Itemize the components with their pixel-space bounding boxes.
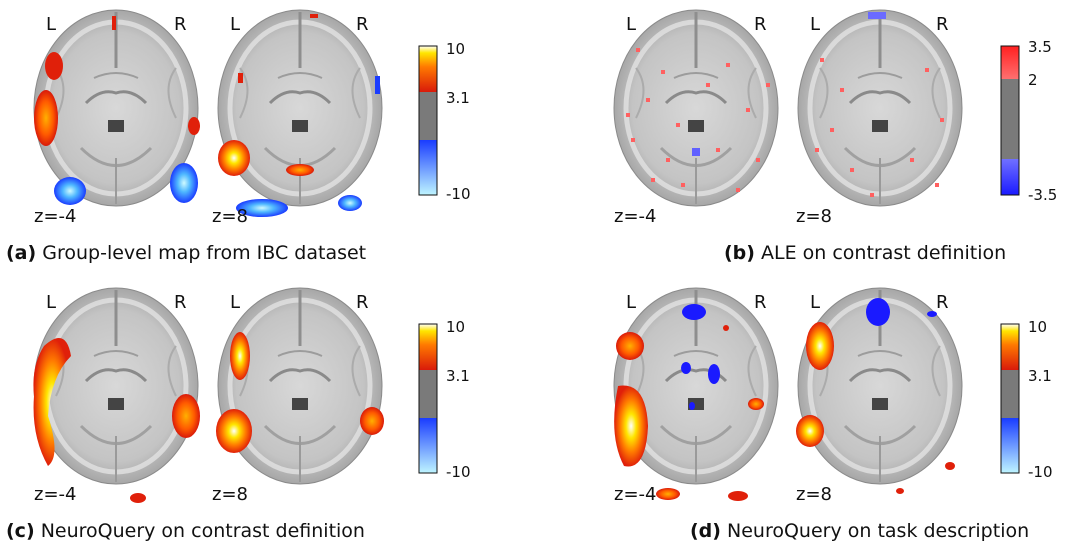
brain-slice-z-minus-4 <box>614 10 778 206</box>
left-hemisphere-label-c2: L <box>230 292 241 313</box>
caption-tag-d: (d) <box>690 520 721 542</box>
right-hemisphere-label-a1: R <box>174 14 187 35</box>
slice-label-b1: z=-4 <box>614 206 657 227</box>
left-hemisphere-label-a1: L <box>46 14 57 35</box>
brain-slices-a <box>0 0 420 217</box>
brain-slices-d <box>540 278 962 501</box>
caption-tag-a: (a) <box>6 242 37 264</box>
caption-a: (a) Group-level map from IBC dataset <box>6 242 366 264</box>
right-hemisphere-label-b1: R <box>754 14 767 35</box>
brain-slice-z-8 <box>796 288 962 494</box>
colorbar-tick-max-c: 10 <box>446 318 466 336</box>
panel-b: L R L R z=-4 z=8 3.5 2 -3.5 (b) ALE on c… <box>540 0 1070 278</box>
colorbar-tick-max-b: 3.5 <box>1028 38 1052 56</box>
colorbar-tick-max-a: 10 <box>446 40 466 58</box>
left-hemisphere-label-a2: L <box>230 14 241 35</box>
colorbar-tick-min-b: -3.5 <box>1028 186 1058 204</box>
right-hemisphere-label-c1: R <box>174 292 187 313</box>
caption-text-a: Group-level map from IBC dataset <box>42 242 367 264</box>
colorbar-tick-min-d: -10 <box>1028 463 1053 481</box>
colorbar-c <box>418 323 438 474</box>
brain-slice-z-minus-4 <box>33 288 200 503</box>
caption-text-d: NeuroQuery on task description <box>727 520 1030 542</box>
caption-d: (d) NeuroQuery on task description <box>690 520 1029 542</box>
right-hemisphere-label-b2: R <box>936 14 949 35</box>
colorbar-d <box>1000 323 1020 474</box>
colorbar-a <box>418 45 438 196</box>
caption-text-c: NeuroQuery on contrast definition <box>40 520 365 542</box>
right-hemisphere-label-d2: R <box>936 292 949 313</box>
colorbar-tick-mid-d: 3.1 <box>1028 367 1052 385</box>
slice-label-b2: z=8 <box>796 206 832 227</box>
colorbar-tick-mid-a: 3.1 <box>446 89 470 107</box>
right-hemisphere-label-d1: R <box>754 292 767 313</box>
left-hemisphere-label-b1: L <box>626 14 637 35</box>
left-hemisphere-label-d2: L <box>810 292 821 313</box>
colorbar-tick-max-d: 10 <box>1028 318 1048 336</box>
panel-d: L R L R z=-4 z=8 10 3.1 -10 (d) NeuroQue… <box>540 278 1070 556</box>
brain-slice-z-8 <box>218 10 382 217</box>
slice-label-d1: z=-4 <box>614 484 657 505</box>
caption-c: (c) NeuroQuery on contrast definition <box>6 520 365 542</box>
slice-label-c2: z=8 <box>212 484 248 505</box>
brain-slice-z-8 <box>798 10 962 206</box>
brain-slice-z-8 <box>216 288 384 484</box>
brain-slice-z-minus-4 <box>34 10 200 206</box>
colorbar-tick-min-c: -10 <box>446 463 471 481</box>
left-hemisphere-label-b2: L <box>810 14 821 35</box>
caption-text-b: ALE on contrast definition <box>761 242 1007 264</box>
colorbar-b <box>1000 45 1020 196</box>
brain-slices-c <box>0 278 420 503</box>
right-hemisphere-label-a2: R <box>356 14 369 35</box>
colorbar-tick-min-a: -10 <box>446 185 471 203</box>
colorbar-tick-mid-b: 2 <box>1028 71 1038 89</box>
left-hemisphere-label-c1: L <box>46 292 57 313</box>
colorbar-tick-mid-c: 3.1 <box>446 367 470 385</box>
slice-label-d2: z=8 <box>796 484 832 505</box>
panel-a: L R L R z=-4 z=8 10 3.1 -10 (a) Group-le… <box>0 0 530 278</box>
brain-slices-b <box>540 0 960 230</box>
panel-c: L R L R z=-4 z=8 10 3.1 -10 (c) NeuroQue… <box>0 278 530 556</box>
caption-b: (b) ALE on contrast definition <box>724 242 1006 264</box>
caption-tag-c: (c) <box>6 520 35 542</box>
caption-tag-b: (b) <box>724 242 755 264</box>
brain-slice-z-minus-4 <box>614 288 778 501</box>
slice-label-c1: z=-4 <box>34 484 77 505</box>
slice-label-a1: z=-4 <box>34 206 77 227</box>
right-hemisphere-label-c2: R <box>356 292 369 313</box>
slice-label-a2: z=8 <box>212 206 248 227</box>
left-hemisphere-label-d1: L <box>626 292 637 313</box>
